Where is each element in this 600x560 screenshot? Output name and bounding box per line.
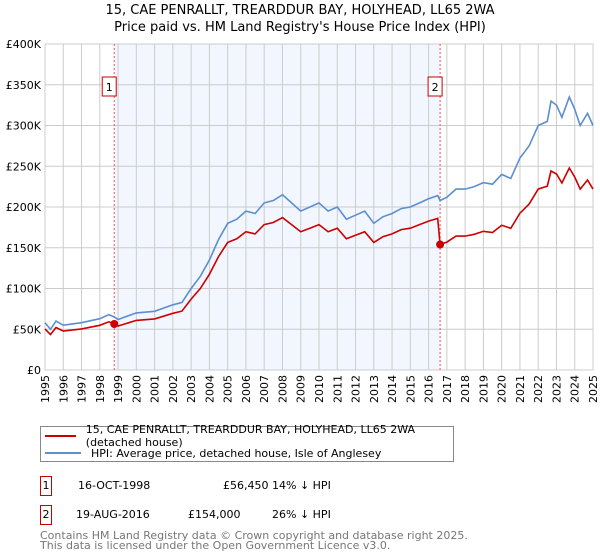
legend: 15, CAE PENRALLT, TREARDDUR BAY, HOLYHEA… [40,423,454,462]
x-tick-label: 2018 [459,375,472,403]
x-tick-label: 2025 [587,375,600,403]
x-tick-label: 2017 [441,375,454,403]
sale-label: 2 [432,81,439,94]
y-tick-label: £250K [6,160,42,173]
legend-label-property: 15, CAE PENRALLT, TREARDDUR BAY, HOLYHEA… [85,423,416,449]
sale-label: 1 [106,81,113,94]
legend-item-property: 15, CAE PENRALLT, TREARDDUR BAY, HOLYHEA… [41,423,453,449]
sale-date: 16-OCT-1998 [78,479,151,492]
x-tick-label: 2009 [295,375,308,403]
x-tick-label: 2001 [149,375,162,403]
sale-date: 19-AUG-2016 [76,508,150,521]
price-chart: £0 £50K £100K £150K £200K £250K £300K £350K £400… [6,38,600,403]
legend-item-hpi: HPI: Average price, detached house, Isle… [41,445,381,461]
y-tick-label: £100K [6,283,42,296]
x-tick-label: 2007 [258,375,271,403]
sale-label-box [101,76,117,97]
x-tick-label: 1996 [57,375,70,403]
sale-marker-1: 1 [40,476,52,496]
sale-marker-2: 2 [40,505,52,525]
x-tick-label: 2002 [167,375,180,403]
sale-point [436,240,445,249]
x-tick-label: 1997 [76,375,89,403]
hpi-line [44,94,594,331]
property-price-line [44,166,594,336]
x-tick-label: 2019 [477,375,490,403]
x-tick-label: 2012 [350,375,363,403]
blue-line-swatch [45,452,81,454]
sale-hpi-diff: 14% ↓ HPI [272,479,331,492]
chart-subtitle: Price paid vs. HM Land Registry's House … [114,20,486,35]
footer: Contains HM Land Registry data © Crown c… [40,529,468,552]
sale-hpi-diff: 26% ↓ HPI [272,508,331,521]
x-tick-label: 1999 [112,375,125,403]
x-tick-label: 2008 [276,375,289,403]
y-tick-label: £200K [6,201,42,214]
chart-title: 15, CAE PENRALLT, TREARDDUR BAY, HOLYHEA… [105,3,495,18]
x-tick-label: 2006 [240,375,253,403]
x-tick-label: 2011 [331,375,344,403]
y-tick-label: £400K [6,38,42,51]
x-tick-label: 2021 [514,375,527,403]
x-tick-label: 1995 [39,375,52,403]
x-tick-label: 2013 [368,375,381,403]
sale-label-box [427,76,443,97]
x-tick-label: 2015 [404,375,417,403]
y-tick-label: £150K [6,242,42,255]
y-tick-label: £0 [27,364,41,377]
footer-line-2: This data is licensed under the Open Gov… [40,539,391,552]
x-tick-label: 2000 [130,375,143,403]
x-tick-label: 2003 [185,375,198,403]
y-tick-label: £50K [13,323,42,336]
x-tick-label: 2005 [222,375,235,403]
y-tick-label: £300K [6,120,42,133]
red-line-swatch [45,435,76,437]
x-tick-label: 2004 [203,375,216,403]
x-tick-label: 2023 [550,375,563,403]
x-tick-label: 2016 [423,375,436,403]
x-tick-label: 2022 [532,375,545,403]
legend-label-hpi: HPI: Average price, detached house, Isle… [91,446,382,460]
sale-price: £56,450 [223,479,269,492]
sale-price: £154,000 [188,508,241,521]
x-tick-label: 2020 [496,375,509,403]
plot-border [44,43,594,371]
footer-line-1: Contains HM Land Registry data © Crown c… [40,529,468,542]
y-tick-label: £350K [6,79,42,92]
x-tick-label: 2014 [386,375,399,403]
x-tick-label: 1998 [94,375,107,403]
sale-point [110,319,119,328]
x-tick-label: 2010 [313,375,326,403]
x-tick-label: 2024 [569,375,582,403]
